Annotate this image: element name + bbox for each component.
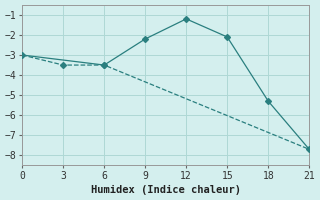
X-axis label: Humidex (Indice chaleur): Humidex (Indice chaleur): [91, 185, 241, 195]
